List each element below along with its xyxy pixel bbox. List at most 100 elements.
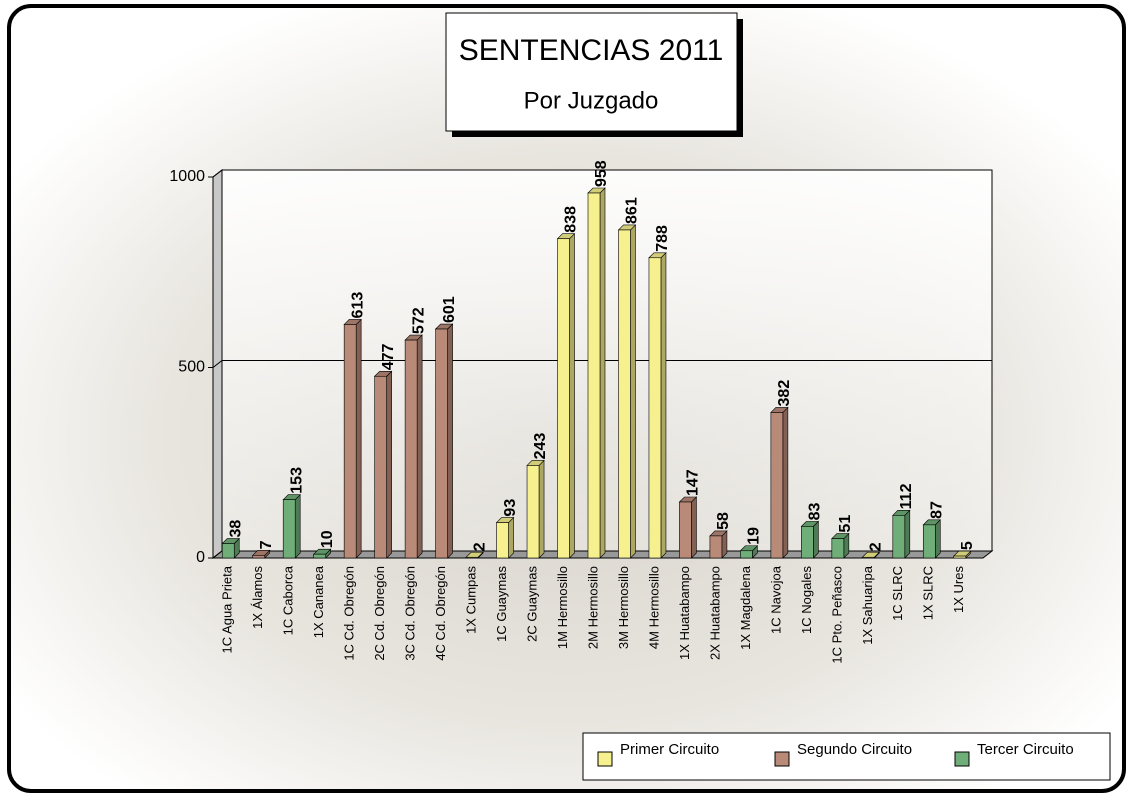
bar-side	[569, 232, 575, 559]
bar	[618, 229, 631, 559]
y-tick-label: 0	[196, 549, 205, 566]
x-tick-label: 2C Guaymas	[524, 566, 539, 642]
value-label: 87	[928, 501, 945, 519]
bar	[801, 526, 814, 559]
bar-side	[538, 459, 545, 559]
value-label: 601	[441, 296, 458, 323]
x-tick-label: 1X Magdalena	[738, 565, 753, 650]
value-label: 58	[715, 512, 732, 530]
bar	[679, 501, 692, 559]
grid-line	[212, 360, 992, 368]
x-tick-label: 2M Hermosillo	[585, 566, 600, 649]
x-tick-label: 1X Ures	[951, 566, 966, 613]
bar	[557, 238, 570, 559]
legend-label: Segundo Circuito	[797, 741, 912, 758]
x-tick-label: 1C Navojoa	[768, 565, 783, 634]
value-label: 112	[898, 483, 915, 509]
bar-side	[813, 520, 819, 559]
bar-side	[599, 187, 606, 559]
bar-side	[355, 318, 362, 559]
value-label: 93	[502, 499, 519, 517]
x-tick-label: 1X Cumpas	[464, 566, 479, 634]
value-label: 153	[288, 467, 305, 494]
bar-side	[630, 224, 636, 559]
legend-label: Primer Circuito	[620, 741, 719, 758]
value-label: 2	[868, 542, 885, 551]
bar	[740, 550, 753, 559]
bar	[892, 515, 906, 559]
x-tick-label: 1X Huatabampo	[677, 566, 692, 660]
x-tick-label: 1C Nogales	[799, 566, 814, 634]
bar	[770, 412, 784, 559]
legend	[582, 732, 1111, 781]
legend-swatch	[774, 751, 790, 767]
x-tick-label: 1C Caborca	[281, 565, 296, 635]
x-tick-label: 2C Cd. Obregón	[372, 566, 387, 661]
bar-side	[508, 516, 514, 559]
bar	[709, 535, 723, 559]
value-label: 10	[319, 530, 336, 548]
bar-side	[691, 496, 697, 559]
value-label: 147	[685, 469, 702, 496]
x-tick-label: 1X Sahuaripa	[860, 565, 875, 645]
legend-items: Primer Circuito Segundo Circuito Tercer Ci…	[597, 741, 1074, 767]
bar	[374, 375, 387, 559]
x-tick-label: 3M Hermosillo	[616, 566, 631, 649]
x-tick-label: 1C Pto. Peñasco	[829, 566, 844, 664]
x-tick-label: 1C Guaymas	[494, 566, 509, 642]
bar-side	[416, 334, 423, 559]
value-label: 572	[410, 307, 427, 334]
bar-side	[294, 493, 301, 559]
y-tick-label: 500	[178, 359, 205, 376]
bar	[282, 499, 296, 559]
legend-swatch	[954, 751, 970, 767]
x-tick-label: 1C Agua Prieta	[220, 565, 235, 653]
grid-line	[212, 169, 992, 178]
bar	[648, 257, 662, 559]
bar	[496, 522, 509, 559]
bar-side	[386, 370, 392, 559]
value-label: 382	[776, 380, 793, 407]
value-label: 788	[654, 225, 671, 252]
x-tick-label: 1C Cd. Obregón	[342, 566, 357, 661]
value-label: 19	[746, 527, 763, 545]
bar	[313, 553, 326, 559]
legend-swatch	[597, 751, 613, 767]
chart-title: SENTENCIAS 2011	[459, 34, 724, 67]
bar-side	[904, 509, 911, 559]
value-label: 477	[380, 343, 397, 370]
x-tick-label: 4M Hermosillo	[646, 566, 661, 649]
x-tick-label: 1X Cananea	[311, 565, 326, 638]
bar	[953, 555, 967, 559]
chart-subtitle: Por Juzgado	[524, 87, 659, 114]
bar	[922, 524, 936, 559]
value-label: 7	[258, 540, 275, 549]
value-label: 83	[807, 502, 824, 520]
x-tick-label: 1X SLRC	[921, 566, 936, 620]
value-label: 861	[624, 197, 641, 224]
value-label: 958	[593, 160, 610, 187]
x-tick-label: 2X Huatabampo	[707, 566, 722, 660]
bar-side	[782, 406, 789, 559]
bar-side	[447, 323, 453, 559]
value-label: 5	[959, 541, 976, 550]
bar	[587, 192, 601, 559]
bar	[435, 328, 448, 559]
x-tick-label: 4C Cd. Obregón	[433, 566, 448, 661]
x-tick-label: 1X Álamos	[250, 566, 265, 629]
value-label: 51	[837, 515, 854, 533]
bar	[831, 538, 845, 559]
bar	[465, 556, 479, 559]
bar	[526, 465, 540, 559]
bar	[862, 556, 875, 559]
bar	[343, 324, 357, 559]
value-label: 2	[471, 542, 488, 551]
bar	[404, 339, 418, 559]
bar-side	[934, 519, 941, 559]
title-box	[445, 12, 738, 132]
value-label: 38	[227, 520, 244, 538]
y-tick-label: 1000	[169, 168, 205, 185]
value-label: 838	[563, 206, 580, 233]
x-tick-label: 1M Hermosillo	[555, 566, 570, 649]
